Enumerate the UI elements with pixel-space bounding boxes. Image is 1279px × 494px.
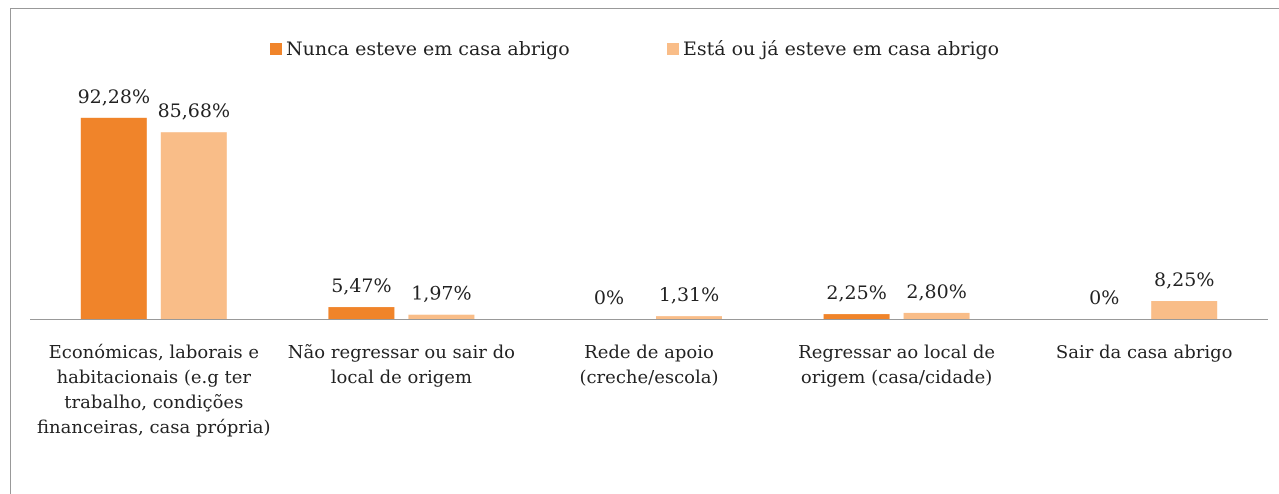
value-label: 8,25% [1154, 269, 1214, 291]
x-tick-label: Sair da casa abrigo [1055, 342, 1233, 363]
legend-swatch [270, 43, 282, 55]
legend-label: Nunca esteve em casa abrigo [286, 38, 570, 60]
x-tick-label: Regressar ao local de origem (casa/cidad… [798, 342, 996, 388]
value-label: 1,31% [659, 284, 719, 306]
bar [80, 117, 147, 320]
bar [656, 316, 722, 319]
value-label: 2,25% [826, 282, 886, 304]
value-label: 92,28% [78, 86, 150, 108]
x-tick-label: Rede de apoio (creche/escola) [579, 342, 719, 388]
legend-label: Está ou já esteve em casa abrigo [683, 38, 999, 60]
value-label: 0% [1089, 287, 1119, 309]
bar [1151, 301, 1218, 319]
value-label: 5,47% [331, 275, 391, 297]
chart-border [10, 8, 1279, 494]
value-label: 0% [594, 287, 624, 309]
bar [160, 132, 227, 319]
value-label: 1,97% [411, 283, 471, 305]
bar [823, 314, 890, 319]
x-tick-label: Não regressar ou sair do local de origem [287, 342, 515, 388]
bar [903, 312, 970, 319]
value-label: 2,80% [906, 281, 966, 303]
bar [408, 314, 475, 319]
legend-swatch [667, 43, 679, 55]
x-tick-label: Económicas, laborais e habitacionais (e.… [37, 342, 271, 438]
bar [328, 307, 395, 319]
value-label: 85,68% [158, 100, 230, 122]
